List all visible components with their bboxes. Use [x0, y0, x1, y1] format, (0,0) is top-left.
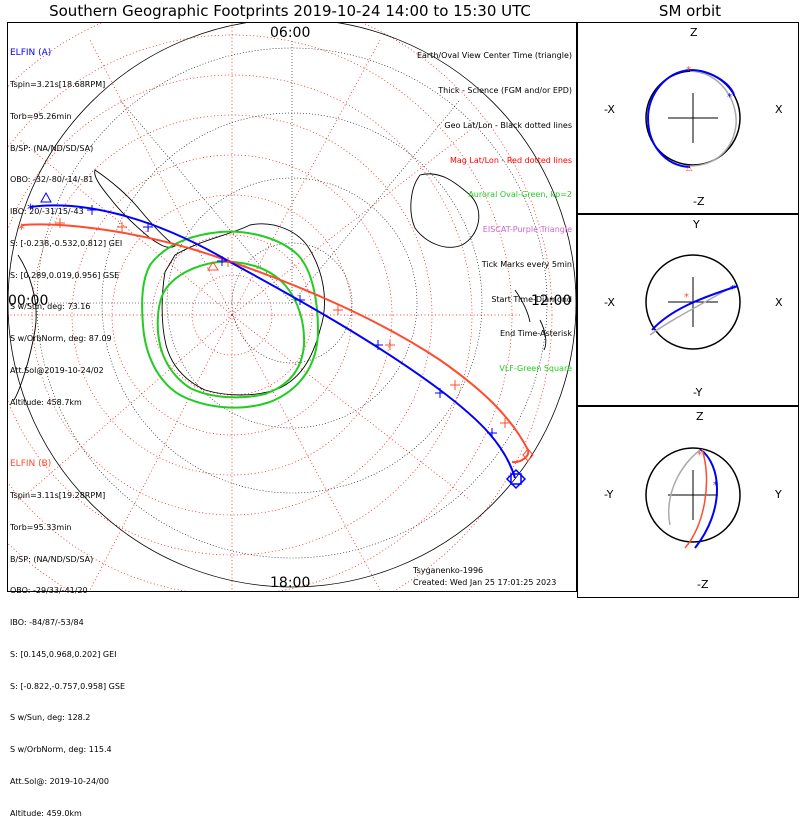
sm-panel-yz	[577, 406, 799, 598]
sm-axis-bottom: -Y	[693, 386, 703, 399]
legend-item: Geo Lat/Lon - Black dotted lines	[444, 120, 572, 130]
sm-orbit-title: SM orbit	[658, 2, 722, 20]
elfin-a-start-square	[510, 473, 522, 485]
legend: Earth/Oval View Center Time (triangle) T…	[417, 27, 572, 386]
geo-grid	[35, 40, 548, 559]
elfin-b-end-asterisk: *	[18, 222, 25, 238]
elfin-b-line: B/SP: (NA/ND/SD/SA)	[10, 554, 94, 564]
elfin-a-end-asterisk: *	[27, 202, 34, 218]
elfin-b-name: ELFIN (B)	[10, 459, 52, 470]
elfin-a-line: S w/OrbNorm, deg: 87.09	[10, 334, 112, 344]
sm-axis-top: Y	[693, 218, 700, 231]
clock-label-bottom: 18:00	[270, 575, 311, 591]
elfin-b-line: S: [0.145,0.968,0.202] GEI	[10, 649, 117, 659]
elfin-b-line: Tspin=3.11s[19.28RPM]	[10, 490, 106, 500]
sm-axis-bottom: -Z	[697, 578, 709, 591]
elfin-a-line: Tspin=3.21s[18.68RPM]	[10, 79, 106, 89]
sm-panel-xz	[577, 22, 799, 214]
sm-axis-top: Z	[696, 410, 704, 423]
legend-item: Mag Lat/Lon - Red dotted lines	[449, 155, 572, 165]
elfin-a-line: Att.Sol@2019-10-24/02	[10, 366, 104, 375]
sm-axis-right: X	[775, 103, 783, 116]
tick-marks	[87, 205, 497, 438]
sm-axis-top: Z	[690, 26, 698, 39]
elfin-b-start-diamond	[522, 448, 534, 462]
elfin-a-line: IBO: 20/-31/15/-43	[10, 207, 84, 217]
elfin-a-line: B/SP: (NA/ND/SD/SA)	[10, 143, 94, 153]
elfin-a-line: OBO: -32/-80/-14/-81	[10, 175, 94, 185]
elfin-a-name: ELFIN (A)	[10, 48, 52, 59]
elfin-b-line: Torb=95.33min	[10, 522, 72, 532]
plot-title: Southern Geographic Footprints 2019-10-2…	[49, 2, 531, 20]
elfin-a-info: ELFIN (A) Tspin=3.21s[18.68RPM] Torb=95.…	[10, 27, 122, 419]
elfin-b-line: IBO: -84/87/-53/84	[10, 618, 84, 628]
legend-item: Auroral Oval-Green, kp=2	[468, 190, 572, 200]
clock-label-right: 12:00	[531, 293, 572, 309]
sm-axis-right: Y	[775, 488, 782, 501]
auroral-oval	[141, 230, 320, 409]
created-label: Created: Wed Jan 25 17:01:25 2023	[413, 578, 557, 587]
elfin-b-line: Altitude: 459.0km	[10, 808, 82, 818]
legend-item: EISCAT-Purple Triangle	[482, 225, 572, 235]
footprint-map-frame	[7, 22, 577, 592]
sm-panel-xy	[577, 214, 799, 406]
elfin-b-track	[21, 223, 530, 464]
legend-item: End Time-Asterisk	[499, 329, 572, 339]
elfin-a-line: S: [0.289,0.019,0.956] GSE	[10, 270, 120, 280]
sm-axis-left: -X	[604, 296, 615, 309]
legend-item: Thick - Science (FGM and/or EPD)	[438, 85, 572, 95]
elfin-a-line: S: [-0.238,-0.532,0.812] GEI	[10, 238, 123, 248]
legend-item: Earth/Oval View Center Time (triangle)	[416, 51, 572, 61]
elfin-b-info: ELFIN (B) Tspin=3.11s[19.28RPM] Torb=95.…	[10, 438, 125, 830]
sm-axis-bottom: -Z	[693, 195, 705, 208]
elfin-a-line: S w/Sun, deg: 73.16	[10, 302, 91, 312]
clock-label-left: 00:00	[8, 293, 49, 309]
sm-axis-left: -X	[604, 103, 615, 116]
elfin-b-line: S w/OrbNorm, deg: 115.4	[10, 745, 112, 755]
elfin-a-start-diamond	[505, 468, 527, 490]
model-label: Tsyganenko-1996	[413, 566, 484, 575]
elfin-b-line: Att.Sol@: 2019-10-24/00	[10, 777, 109, 786]
elfin-b-line: S: [-0.822,-0.757,0.958] GSE	[10, 681, 125, 691]
elfin-a-line: Altitude: 458.7km	[10, 397, 82, 407]
elfin-a-line: Torb=95.26min	[10, 111, 72, 121]
elfin-b-line: OBO: -29/33/-41/20	[10, 586, 88, 596]
coastlines	[13, 169, 547, 401]
earth-limb	[8, 23, 576, 588]
view-center-triangle	[40, 191, 52, 203]
elfin-a-track	[29, 204, 516, 479]
sm-axis-left: -Y	[604, 488, 614, 501]
clock-label-top: 06:00	[270, 25, 311, 41]
legend-item: Tick Marks every 5min	[481, 259, 572, 269]
elfin-b-line: S w/Sun, deg: 128.2	[10, 713, 91, 723]
footprint-map: * *	[8, 23, 576, 591]
legend-item: VLF-Green Square	[499, 364, 572, 374]
sm-axis-right: X	[775, 296, 783, 309]
legend-item: Start Time-Diamond	[491, 294, 572, 304]
